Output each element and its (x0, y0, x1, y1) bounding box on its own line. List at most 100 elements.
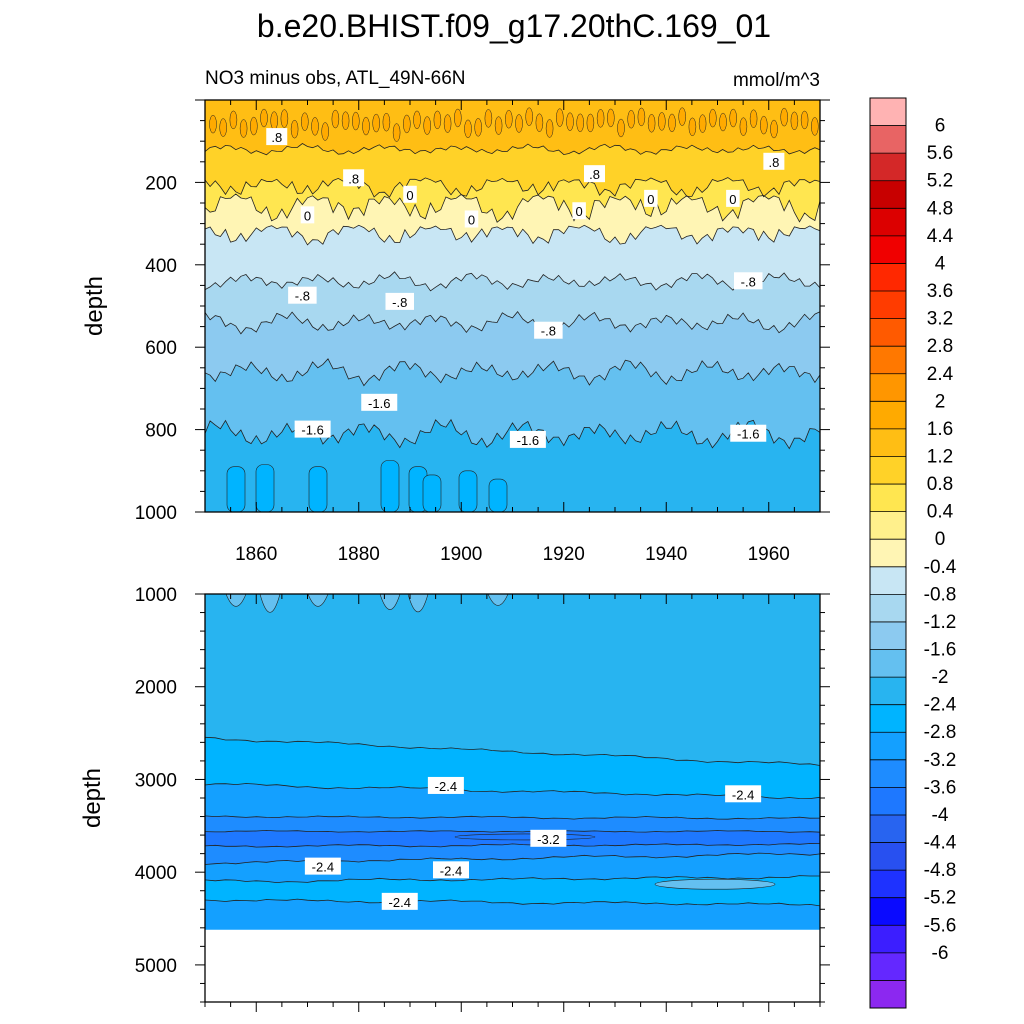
colorbar-swatch (870, 980, 906, 1009)
x-tick-label: 1860 (235, 544, 277, 565)
contour-cell (654, 878, 776, 890)
colorbar-swatch (870, 594, 906, 623)
contour-cell (413, 110, 421, 130)
contour-band (205, 843, 820, 865)
contour-label-box (730, 424, 767, 442)
contour-line (204, 177, 821, 198)
contour-label: -2.4 (312, 860, 334, 875)
contour-cell (576, 113, 584, 133)
colorbar-label: 0.8 (927, 474, 953, 495)
contour-line (204, 875, 820, 884)
colorbar-label: 2.4 (927, 364, 954, 385)
upper-contour-labels: .8 .8 .8 .8 0 0 0 0 0 0 -.8 -.8 -.8 -.8 -1.6 -1.6 -1.6 -1… (266, 128, 785, 448)
contour-cell (260, 108, 268, 128)
contour-cell (379, 593, 401, 610)
contour-cell (454, 108, 462, 128)
contour-label: -1.6 (517, 433, 539, 448)
contour-label: 0 (304, 208, 311, 223)
colorbar-swatch (870, 870, 906, 899)
upper-x-axis: 1860 1880 1900 1920 1940 1960 (204, 100, 821, 565)
contour-label-box (726, 189, 740, 207)
colorbar-swatch (870, 373, 906, 402)
contour-cell (739, 117, 748, 136)
colorbar-swatch (870, 759, 906, 788)
contour-label-box (584, 165, 605, 183)
contour-line (204, 193, 821, 223)
colorbar-swatch (870, 787, 906, 816)
colorbar-frame (869, 97, 907, 1009)
y-tick-label: 400 (145, 256, 177, 277)
contour-label-box (300, 206, 315, 224)
lower-x-axis (204, 594, 821, 1012)
contour-cell (627, 109, 635, 129)
x-tick-label: 1960 (748, 544, 790, 565)
contour-line (204, 829, 821, 833)
contour-label-box (725, 785, 762, 803)
contour-line (204, 271, 821, 292)
contour-cell (668, 113, 676, 133)
contour-line (204, 736, 821, 766)
contour-cell (505, 109, 513, 129)
colorbar-swatch (870, 401, 906, 430)
contour-label: -.8 (541, 324, 556, 339)
colorbar-swatch (870, 318, 906, 347)
lower-contour-fills (205, 593, 820, 930)
contour-line (204, 815, 821, 820)
contour-band (205, 271, 820, 334)
contour-band (205, 311, 820, 386)
contour-cell (607, 108, 615, 128)
colorbar-swatch (870, 291, 906, 320)
colorbar-label: 4 (935, 253, 946, 274)
colorbar-label: 2 (935, 391, 946, 412)
contour-label: 0 (647, 192, 654, 207)
contour-cell (270, 111, 278, 130)
colorbar-label: -4.4 (924, 833, 957, 854)
lower-y-axis-label: depth (79, 768, 106, 828)
y-tick-label: 1000 (135, 585, 177, 606)
contour-cell (474, 118, 482, 137)
contour-label-box (734, 272, 763, 290)
lower-y-axis: 1000 2000 3000 4000 5000 (135, 585, 830, 1003)
colorbar-label: -2.4 (924, 695, 957, 716)
colorbar-label: -4 (932, 805, 949, 826)
contour-cell (637, 107, 646, 127)
contour-cell (709, 108, 717, 128)
colorbar-swatch (870, 566, 906, 595)
colorbar-swatch (870, 649, 906, 678)
upper-y-axis: 200 400 600 800 1000 (135, 99, 830, 524)
contour-cell (484, 109, 493, 128)
contour-cell (280, 109, 289, 128)
contour-label-box (361, 393, 398, 411)
y-tick-label: 2000 (135, 678, 177, 699)
contour-band (205, 419, 820, 512)
x-tick-label: 1920 (543, 544, 585, 565)
contour-cell (380, 460, 400, 513)
contour-band (205, 594, 820, 766)
y-tick-label: 1000 (135, 503, 177, 524)
contour-cell (219, 118, 227, 137)
colorbar-label: 1.2 (927, 446, 953, 467)
colorbar-label: 3.2 (927, 309, 953, 330)
figure-title: b.e20.BHIST.f09_g17.20thC.169_01 (257, 8, 771, 44)
contour-label: -2.4 (732, 787, 754, 802)
contour-line (204, 898, 821, 907)
contour-cell (423, 116, 431, 135)
colorbar-label: 3.6 (927, 281, 953, 302)
contour-cell (719, 112, 727, 132)
colorbar-label: 2.8 (927, 336, 953, 357)
colorbar-swatch (870, 456, 906, 485)
colorbar-swatch (870, 428, 906, 457)
contour-cell (229, 110, 238, 130)
contour-cell (617, 118, 625, 138)
contour-band (205, 100, 820, 155)
y-tick-label: 3000 (135, 770, 177, 791)
colorbar-swatch (870, 208, 906, 237)
colorbar-label: 0 (935, 529, 946, 550)
contour-cell (382, 112, 391, 132)
contour-cell (488, 478, 508, 513)
contour-cell (586, 113, 595, 133)
contour-cell (392, 123, 401, 142)
colorbar-label: 4.4 (927, 226, 954, 247)
contour-cell (729, 108, 737, 128)
